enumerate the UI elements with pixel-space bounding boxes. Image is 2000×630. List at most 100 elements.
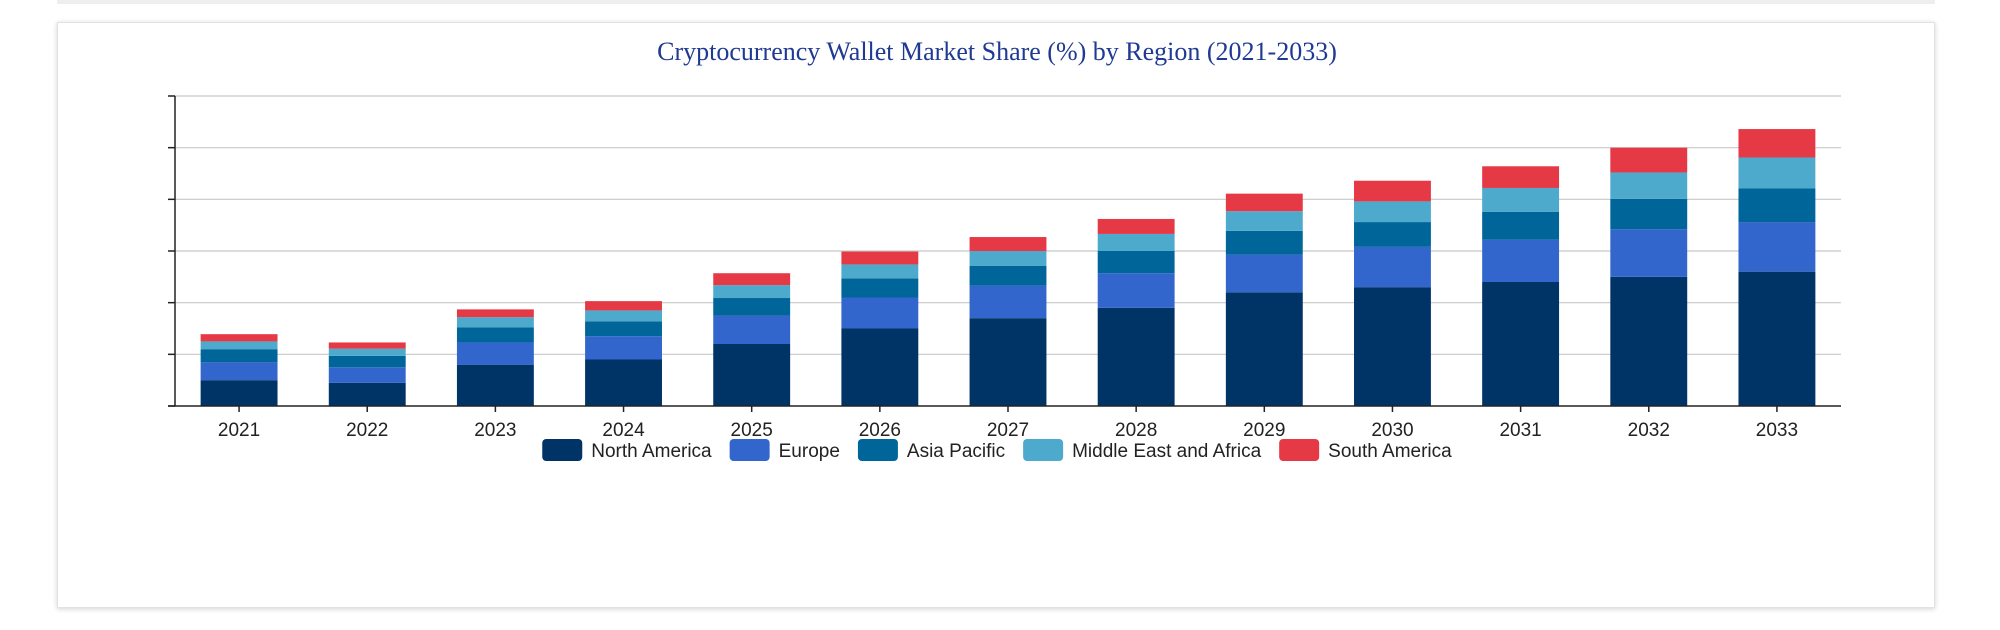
bar-segment[interactable] [1482,166,1560,188]
chart-card: Cryptocurrency Wallet Market Share (%) b… [57,22,1935,608]
bar-segment[interactable] [841,297,919,329]
bar-segment[interactable] [200,334,278,342]
bar-segment[interactable] [1225,254,1303,293]
x-tick-label: 2023 [474,420,516,441]
legend-swatch [542,439,583,461]
bar-segment[interactable] [1097,307,1175,406]
bar-segment[interactable] [841,278,919,298]
bar-segment[interactable] [969,251,1047,266]
bar-segment[interactable] [1738,271,1816,406]
bar-segment[interactable] [1225,193,1303,212]
legend-swatch [857,439,898,461]
legend-label: North America [591,441,712,462]
legend-item[interactable]: South America [1279,439,1452,462]
bar-segment[interactable] [969,265,1047,286]
bar-segment[interactable] [328,342,406,349]
bar-segment[interactable] [456,364,534,406]
x-tick-label: 2021 [218,420,260,441]
bar-segment[interactable] [328,355,406,368]
bar-segment[interactable] [969,237,1047,251]
legend-label: Europe [779,441,840,462]
bar-segment[interactable] [841,264,919,279]
bar-segment[interactable] [713,273,791,286]
bar-segment[interactable] [1225,292,1303,406]
legend-label: Asia Pacific [907,441,1005,462]
bar-segment[interactable] [969,285,1047,319]
stacked-bar-chart: Cryptocurrency Wallet Market Share (%) b… [168,37,1841,462]
bar-segment[interactable] [1482,211,1560,240]
bar-segment[interactable] [841,328,919,407]
bar-segment[interactable] [713,344,791,406]
bar-segment[interactable] [585,359,662,407]
bar-segment[interactable] [1354,180,1431,202]
legend-label: South America [1328,441,1452,462]
bar-segment[interactable] [1354,222,1431,247]
bars [200,129,1816,407]
bar-segment[interactable] [1354,287,1431,406]
bar-segment[interactable] [1610,172,1688,199]
x-tick-label: 2033 [1756,420,1798,441]
bar-segment[interactable] [585,336,662,360]
top-divider [57,0,1935,4]
x-tick-label: 2028 [1115,420,1157,441]
bar-segment[interactable] [841,251,919,265]
bar-segment[interactable] [1738,157,1816,189]
bar-segment[interactable] [1738,188,1816,223]
legend-item[interactable]: North America [542,439,712,462]
bar-segment[interactable] [585,310,662,322]
x-tick-label: 2030 [1371,420,1413,441]
bar-segment[interactable] [713,285,791,299]
bar-segment[interactable] [328,367,406,383]
bar-segment[interactable] [585,301,662,311]
axes [168,95,1841,407]
bar-segment[interactable] [200,380,278,406]
bar-segment[interactable] [1482,239,1560,282]
bar-segment[interactable] [969,318,1047,406]
x-tick-labels: 2021 2022 2023 2024 2025 2026 2027 2028 2029 2030… [218,406,1798,441]
bar-segment[interactable] [1610,147,1688,173]
bar-segment[interactable] [200,349,278,363]
bar-segment[interactable] [1610,229,1688,277]
x-tick-label: 2026 [859,420,901,441]
legend-item[interactable]: Asia Pacific [857,439,1005,462]
legend-swatch [1023,439,1064,461]
x-tick-label: 2027 [987,420,1029,441]
bar-segment[interactable] [1097,273,1175,308]
x-tick-label: 2022 [346,420,388,441]
bar-segment[interactable] [713,315,791,344]
bar-segment[interactable] [1097,233,1175,251]
bar-segment[interactable] [1097,251,1175,274]
bar-segment[interactable] [1610,198,1688,230]
bar-segment[interactable] [200,341,278,350]
legend-label: Middle East and Africa [1072,441,1261,462]
bar-segment[interactable] [1482,282,1560,406]
legend-swatch [729,439,770,461]
x-tick-label: 2024 [602,420,645,441]
bar-segment[interactable] [456,309,534,318]
legend-swatch [1279,439,1320,461]
bar-segment[interactable] [1225,230,1303,255]
x-tick-label: 2029 [1243,420,1285,441]
bar-segment[interactable] [1354,201,1431,223]
x-tick-label: 2032 [1628,420,1670,441]
bar-segment[interactable] [1354,246,1431,288]
bar-segment[interactable] [1610,276,1688,406]
bar-segment[interactable] [1225,211,1303,231]
x-tick-label: 2031 [1499,420,1541,441]
legend[interactable]: North America Europe Asia Pacific Middle Ea… [542,439,1452,462]
bar-segment[interactable] [1482,187,1560,212]
chart-title: Cryptocurrency Wallet Market Share (%) b… [657,37,1337,66]
bar-segment[interactable] [456,327,534,343]
bar-segment[interactable] [456,342,534,365]
bar-segment[interactable] [1738,129,1816,158]
bar-segment[interactable] [328,382,406,406]
bar-segment[interactable] [456,317,534,328]
bar-segment[interactable] [200,362,278,381]
bar-segment[interactable] [713,298,791,316]
bar-segment[interactable] [1738,222,1816,272]
bar-segment[interactable] [328,348,406,356]
legend-item[interactable]: Europe [729,439,840,462]
legend-item[interactable]: Middle East and Africa [1023,439,1262,462]
bar-segment[interactable] [585,321,662,337]
bar-segment[interactable] [1097,218,1175,234]
